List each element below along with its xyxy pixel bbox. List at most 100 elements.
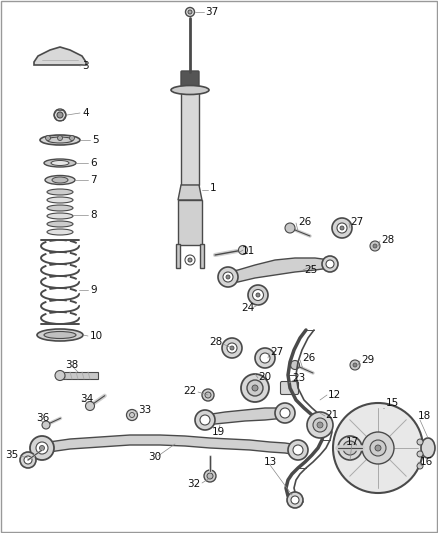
Ellipse shape	[47, 221, 73, 227]
Text: 37: 37	[205, 7, 218, 17]
Text: 16: 16	[420, 457, 433, 467]
Circle shape	[337, 223, 347, 233]
Text: 22: 22	[183, 386, 196, 396]
Circle shape	[375, 445, 381, 451]
Bar	[181, 90, 199, 185]
Circle shape	[350, 360, 360, 370]
Circle shape	[188, 10, 192, 14]
Circle shape	[85, 401, 95, 410]
Circle shape	[248, 285, 268, 305]
Polygon shape	[228, 258, 330, 282]
Text: 4: 4	[82, 108, 88, 118]
Circle shape	[417, 463, 423, 469]
Circle shape	[247, 380, 263, 396]
Circle shape	[252, 289, 264, 301]
Circle shape	[370, 241, 380, 251]
Ellipse shape	[47, 189, 73, 195]
Circle shape	[70, 135, 74, 141]
Polygon shape	[176, 244, 180, 268]
Text: 10: 10	[90, 331, 103, 341]
Circle shape	[20, 452, 36, 468]
Circle shape	[127, 409, 138, 421]
Text: 28: 28	[381, 235, 394, 245]
Circle shape	[290, 360, 300, 369]
Circle shape	[222, 338, 242, 358]
Circle shape	[343, 441, 357, 455]
Ellipse shape	[171, 85, 209, 94]
Polygon shape	[200, 244, 204, 268]
Text: 18: 18	[418, 411, 431, 421]
Ellipse shape	[52, 177, 68, 183]
Circle shape	[130, 413, 134, 417]
Circle shape	[24, 456, 32, 464]
Circle shape	[280, 408, 290, 418]
Text: 12: 12	[328, 390, 341, 400]
Circle shape	[239, 246, 247, 254]
Text: 13: 13	[264, 457, 277, 467]
Text: 30: 30	[148, 452, 161, 462]
Ellipse shape	[51, 160, 69, 166]
Circle shape	[46, 135, 50, 141]
Circle shape	[195, 410, 215, 430]
Circle shape	[241, 374, 269, 402]
Circle shape	[333, 403, 423, 493]
Text: 8: 8	[90, 210, 97, 220]
Circle shape	[30, 436, 54, 460]
Circle shape	[370, 440, 386, 456]
Text: 5: 5	[92, 135, 99, 145]
Ellipse shape	[47, 229, 73, 235]
Circle shape	[252, 385, 258, 391]
Circle shape	[207, 473, 213, 479]
Ellipse shape	[37, 329, 83, 341]
Circle shape	[275, 403, 295, 423]
Circle shape	[42, 421, 50, 429]
Circle shape	[36, 442, 48, 454]
Circle shape	[218, 267, 238, 287]
Circle shape	[373, 244, 377, 248]
Bar	[60, 372, 98, 379]
Ellipse shape	[421, 438, 435, 458]
Text: 27: 27	[350, 217, 363, 227]
Circle shape	[200, 415, 210, 425]
Circle shape	[417, 451, 423, 457]
FancyBboxPatch shape	[280, 382, 299, 394]
Circle shape	[417, 439, 423, 445]
Ellipse shape	[45, 175, 75, 184]
Text: 23: 23	[292, 373, 305, 383]
Circle shape	[202, 389, 214, 401]
Circle shape	[55, 370, 65, 381]
Text: 38: 38	[65, 360, 78, 370]
Circle shape	[256, 293, 260, 297]
Ellipse shape	[40, 135, 80, 145]
Text: 26: 26	[298, 217, 311, 227]
Text: 9: 9	[90, 285, 97, 295]
Circle shape	[260, 353, 270, 363]
Polygon shape	[205, 408, 285, 425]
Ellipse shape	[47, 205, 73, 211]
Text: 34: 34	[80, 394, 93, 404]
Ellipse shape	[47, 213, 73, 219]
Text: 24: 24	[241, 303, 254, 313]
Circle shape	[287, 492, 303, 508]
Circle shape	[186, 7, 194, 17]
Text: 29: 29	[361, 355, 374, 365]
Text: 19: 19	[212, 427, 225, 437]
Text: 32: 32	[187, 479, 200, 489]
Text: 33: 33	[138, 405, 151, 415]
Circle shape	[353, 363, 357, 367]
Circle shape	[293, 445, 303, 455]
Text: 28: 28	[209, 337, 222, 347]
Text: 21: 21	[325, 410, 338, 420]
Text: 3: 3	[82, 61, 88, 71]
Text: 20: 20	[258, 372, 271, 382]
Text: 1: 1	[210, 183, 217, 193]
Circle shape	[317, 422, 323, 428]
Text: 7: 7	[90, 175, 97, 185]
Text: 27: 27	[270, 347, 283, 357]
Polygon shape	[178, 185, 202, 200]
Ellipse shape	[47, 137, 73, 143]
Circle shape	[332, 218, 352, 238]
Circle shape	[288, 440, 308, 460]
Text: 36: 36	[36, 413, 49, 423]
Circle shape	[188, 258, 192, 262]
